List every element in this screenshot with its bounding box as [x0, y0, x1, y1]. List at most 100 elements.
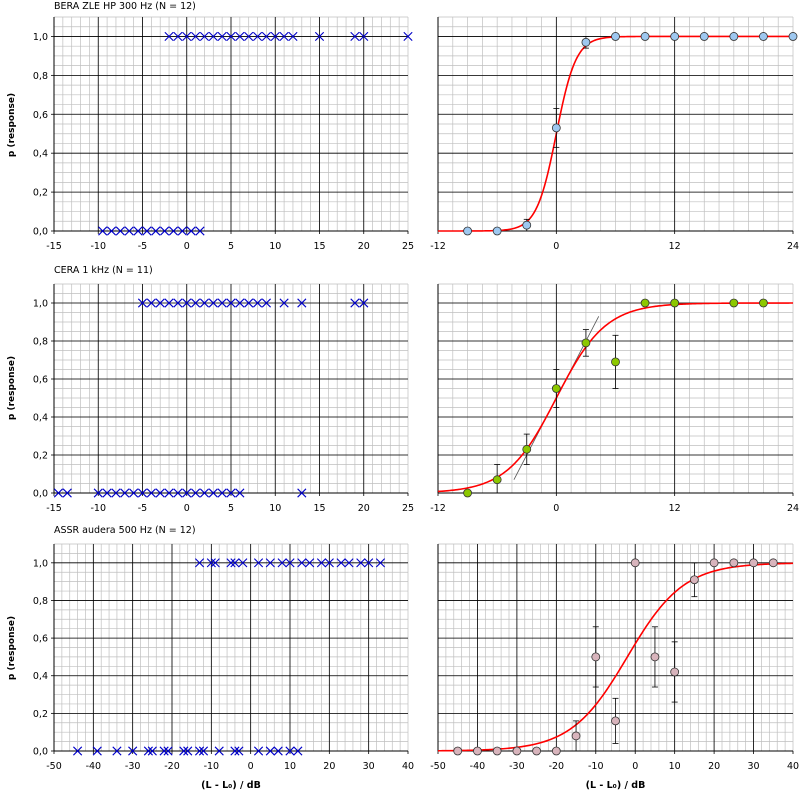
data-point-response: [226, 558, 236, 568]
data-point-response: [324, 558, 334, 568]
data-point-no-response: [102, 488, 112, 498]
data-point-no-response: [124, 226, 134, 236]
panel-title: BERA ZLE HP 300 Hz (N = 12): [54, 1, 196, 12]
panel-assr-raw: ASSR audera 500 Hz (N = 12) p (response) 0…: [7, 525, 414, 791]
y-tick-label: 1,0: [33, 32, 48, 43]
data-point-response: [279, 31, 289, 42]
data-point: [522, 220, 532, 230]
data-point-response: [206, 558, 216, 568]
data-point-no-response: [217, 488, 227, 498]
data-point-no-response: [147, 746, 157, 756]
y-tick-label: 0,0: [33, 489, 48, 500]
data-point-no-response: [143, 746, 153, 756]
x-tick-label: 30: [363, 761, 375, 772]
data-point: [463, 226, 472, 236]
data-point-no-response: [198, 746, 209, 756]
x-tick-label: 0: [184, 241, 190, 252]
panel-assr-fit: -50 -40 -30 -20 -10 0 10 20 30 40 (L - L₀) / dB: [430, 543, 799, 791]
x-tick-label: 0: [553, 503, 559, 514]
data-point: [768, 558, 778, 568]
data-point-response: [359, 298, 369, 308]
data-point-response: [344, 558, 354, 568]
data-point: [581, 338, 591, 348]
x-axis-label: (L - L₀) / dB: [201, 780, 261, 791]
y-tick-label: 0,6: [33, 375, 48, 386]
data-point: [670, 667, 680, 677]
data-point-response: [208, 298, 218, 308]
data-point-response: [182, 298, 192, 308]
x-tick-label: -10: [588, 761, 604, 772]
x-tick-label: 12: [669, 241, 681, 252]
x-tick-label: 20: [358, 241, 370, 252]
data-point: [759, 32, 768, 41]
data-point-response: [305, 558, 315, 568]
data-point-no-response: [133, 226, 143, 236]
data-point-response: [173, 298, 183, 308]
x-tick-label: 10: [269, 503, 281, 514]
data-point: [571, 731, 581, 741]
data-point: [522, 444, 532, 454]
y-axis-label: p (response): [7, 356, 17, 420]
data-point-response: [194, 558, 205, 568]
data-point-response: [199, 298, 210, 308]
data-point: [709, 558, 719, 568]
data-point-response: [244, 298, 254, 308]
panel-title: ASSR audera 500 Hz (N = 12): [54, 525, 196, 536]
data-point-no-response: [191, 488, 201, 498]
data-point: [759, 298, 768, 308]
y-axis-label: p (response): [7, 616, 17, 680]
data-point-no-response: [53, 488, 64, 498]
x-tick-label: 24: [787, 241, 799, 252]
x-tick-label: 12: [669, 503, 681, 514]
data-point: [492, 746, 502, 756]
x-tick-label: -15: [46, 503, 62, 514]
panel-cera-raw: CERA 1 kHz (N = 11) p (response) 0,0 0,2 0,4…: [7, 265, 414, 514]
y-tick-label: 0,4: [33, 671, 48, 682]
data-point-no-response: [173, 488, 183, 498]
x-tick-label: -12: [430, 503, 446, 514]
data-point-no-response: [93, 488, 103, 498]
x-tick-label: -30: [509, 761, 525, 772]
data-point: [729, 32, 739, 41]
data-point: [670, 32, 680, 41]
x-tick-label: 24: [787, 503, 799, 514]
data-point-response: [261, 298, 271, 308]
panel-bera-fit: -12 0 12 24: [430, 16, 799, 252]
data-point-no-response: [142, 226, 152, 236]
data-point-response: [265, 558, 275, 568]
panel-cera-fit: -12 0 12 24: [430, 283, 799, 514]
data-point-response: [146, 298, 156, 308]
data-point-response: [191, 31, 201, 42]
data-point-response: [359, 31, 369, 42]
x-tick-label: -20: [549, 761, 565, 772]
data-point-no-response: [106, 226, 117, 236]
x-tick-label: 15: [313, 503, 325, 514]
data-point-response: [182, 31, 192, 42]
data-point-no-response: [163, 746, 173, 756]
data-point-no-response: [92, 746, 102, 756]
y-tick-label: 0,0: [33, 227, 48, 238]
data-point-response: [164, 31, 174, 42]
data-point: [492, 226, 502, 236]
data-point-response: [238, 558, 248, 568]
data-point-response: [199, 31, 210, 42]
data-point: [532, 746, 542, 756]
x-tick-label: 0: [553, 241, 559, 252]
y-axis-label: p (response): [7, 93, 17, 157]
x-tick-label: 0: [632, 761, 638, 772]
data-point: [611, 32, 620, 41]
data-point-response: [173, 31, 183, 42]
data-point: [453, 746, 463, 756]
panel-title: CERA 1 kHz (N = 11): [54, 265, 153, 276]
x-tick-label: 20: [708, 761, 720, 772]
data-point-no-response: [273, 746, 283, 756]
data-point-response: [297, 558, 307, 568]
data-point-response: [217, 31, 227, 42]
data-point-response: [277, 558, 287, 568]
x-tick-label: 10: [284, 761, 296, 772]
y-tick-label: 0,0: [33, 747, 48, 758]
data-point-no-response: [146, 488, 156, 498]
data-point-no-response: [179, 746, 189, 756]
data-point-no-response: [129, 488, 139, 498]
